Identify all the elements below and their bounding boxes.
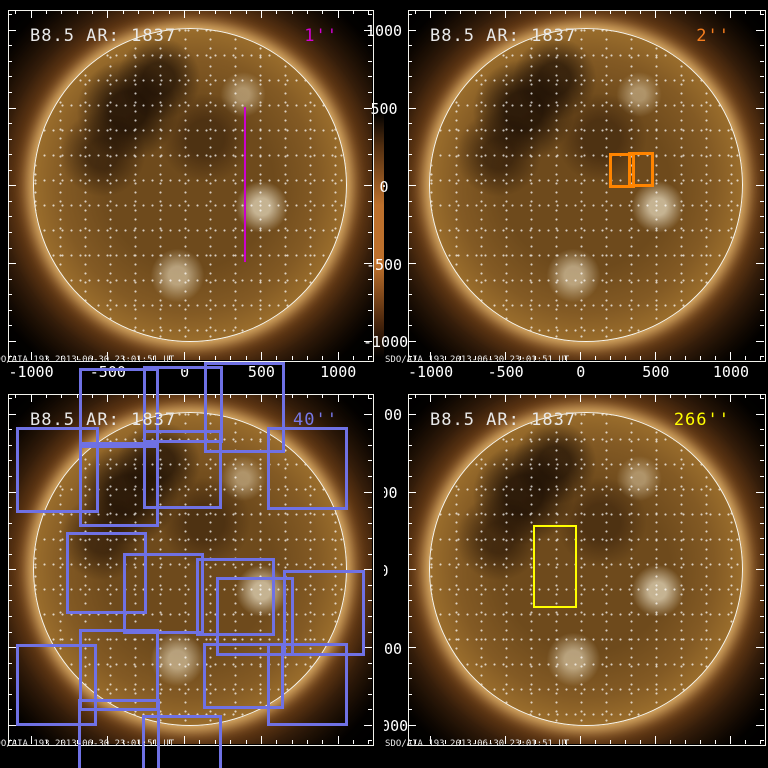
panel-40arcsec: B8.5 AR: 1837 40'' SDO/AIA 193 2013-06-3… [0,362,384,768]
panel-2arcsec: -1000 -500 0 500 1000 1000 500 0 -500 -1000 B8.5 … [363,0,768,384]
x-axis-tick-label: -1000 [407,363,454,381]
solar-image-plot [408,10,764,360]
x-axis-tick-label: 1000 [712,363,750,381]
x-axis-tick-label: -500 [487,363,524,381]
x-axis-tick-label: 1000 [320,363,357,381]
solar-disk [33,28,347,342]
solar-image-plot [8,394,372,744]
x-axis-tick-label: 500 [642,363,670,381]
solar-image-plot [408,394,764,744]
solar-disk [429,28,743,342]
panel-1arcsec: -1000 -500 0 500 1000 B8.5 AR: 1837 1'' SDO/… [0,0,397,384]
x-axis-tick-label: 0 [576,363,586,381]
x-axis-tick-label: 500 [247,363,275,381]
solar-disk [33,412,347,726]
heliographic-dot-grid [34,413,346,725]
heliographic-dot-grid [34,29,346,341]
heliographic-dot-grid [430,29,742,341]
heliographic-dot-grid [430,413,742,725]
x-axis-tick-label: -1000 [8,363,54,381]
x-axis-tick-label: -500 [89,363,126,381]
solar-disk [429,412,743,726]
x-axis-tick-label: 0 [180,363,190,381]
solar-image-plot [8,10,372,360]
panel-266arcsec: 1000 500 0 -500 -1000 B8.5 AR: 1837 266'' SD… [363,384,768,768]
